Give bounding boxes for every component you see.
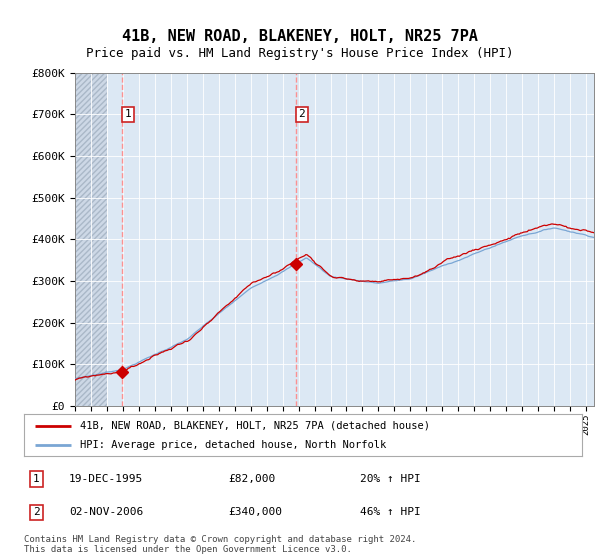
Text: 46% ↑ HPI: 46% ↑ HPI [360,507,421,517]
Text: 2: 2 [298,109,305,119]
Bar [75,73,107,406]
Text: 2: 2 [33,507,40,517]
Text: 19-DEC-1995: 19-DEC-1995 [69,474,143,484]
Text: HPI: Average price, detached house, North Norfolk: HPI: Average price, detached house, Nort… [80,440,386,450]
Text: Contains HM Land Registry data © Crown copyright and database right 2024.
This d: Contains HM Land Registry data © Crown c… [24,535,416,554]
Text: £340,000: £340,000 [228,507,282,517]
Text: £82,000: £82,000 [228,474,275,484]
Text: 41B, NEW ROAD, BLAKENEY, HOLT, NR25 7PA: 41B, NEW ROAD, BLAKENEY, HOLT, NR25 7PA [122,29,478,44]
Text: 20% ↑ HPI: 20% ↑ HPI [360,474,421,484]
Text: 1: 1 [125,109,131,119]
Text: 02-NOV-2006: 02-NOV-2006 [69,507,143,517]
Text: 1: 1 [33,474,40,484]
Text: Price paid vs. HM Land Registry's House Price Index (HPI): Price paid vs. HM Land Registry's House … [86,46,514,60]
Text: 41B, NEW ROAD, BLAKENEY, HOLT, NR25 7PA (detached house): 41B, NEW ROAD, BLAKENEY, HOLT, NR25 7PA … [80,421,430,431]
